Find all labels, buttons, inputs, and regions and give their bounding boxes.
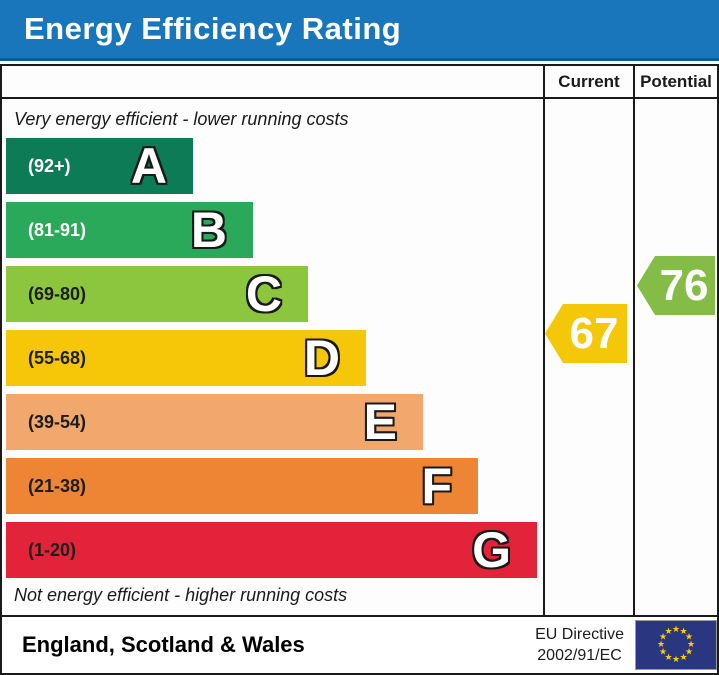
band-row-e: (39-54) E bbox=[6, 394, 537, 450]
svg-text:★: ★ bbox=[659, 633, 667, 643]
band-letter: B bbox=[190, 202, 227, 258]
band-range-label: (55-68) bbox=[28, 347, 87, 368]
band-letter: G bbox=[472, 522, 511, 578]
band-letter: F bbox=[421, 458, 452, 514]
current-rating-arrow: 67 bbox=[545, 304, 627, 363]
band-bar-e: (39-54) E bbox=[6, 394, 423, 450]
band-range-label: (69-80) bbox=[28, 283, 87, 304]
band-bar-c: (69-80) C bbox=[6, 266, 308, 322]
current-rating-value: 67 bbox=[569, 308, 619, 358]
band-range-label: (92+) bbox=[28, 155, 71, 176]
svg-text:★: ★ bbox=[687, 640, 695, 650]
band-range-label: (21-38) bbox=[28, 475, 87, 496]
svg-text:★: ★ bbox=[659, 648, 667, 658]
svg-text:★: ★ bbox=[672, 655, 680, 665]
rating-bands: (92+) A (81-91) B (69-80) C (55-68) D (39-54) E (2… bbox=[6, 138, 537, 586]
page-title: Energy Efficiency Rating bbox=[24, 11, 402, 46]
band-row-g: (1-20) G bbox=[6, 522, 537, 578]
svg-text:★: ★ bbox=[679, 653, 687, 663]
band-letter: D bbox=[303, 330, 340, 386]
band-row-a: (92+) A bbox=[6, 138, 537, 194]
table-body: Very energy efficient - lower running co… bbox=[2, 99, 717, 617]
eu-flag-icon: ★ ★ ★ ★ ★ ★ ★ ★ ★ ★ ★ ★ bbox=[635, 620, 717, 670]
svg-text:★: ★ bbox=[664, 627, 672, 637]
potential-rating-cell: 76 bbox=[633, 99, 717, 615]
band-bar-g: (1-20) G bbox=[6, 522, 537, 578]
band-range-label: (1-20) bbox=[28, 539, 77, 560]
svg-text:★: ★ bbox=[672, 625, 680, 635]
band-letter: E bbox=[363, 394, 397, 450]
band-bar-d: (55-68) D bbox=[6, 330, 366, 386]
band-letter: A bbox=[130, 138, 167, 194]
band-letter: C bbox=[245, 266, 282, 322]
band-bar-b: (81-91) B bbox=[6, 202, 253, 258]
band-row-d: (55-68) D bbox=[6, 330, 537, 386]
svg-text:★: ★ bbox=[664, 653, 672, 663]
svg-text:★: ★ bbox=[657, 640, 665, 650]
bottom-note: Not energy efficient - higher running co… bbox=[14, 585, 348, 605]
chart-title-bar: Energy Efficiency Rating bbox=[0, 0, 719, 61]
svg-text:★: ★ bbox=[679, 627, 687, 637]
rating-table: Current Potential Very energy efficient … bbox=[0, 64, 719, 675]
eu-directive-line1: EU Directive bbox=[535, 626, 624, 643]
svg-text:★: ★ bbox=[685, 648, 693, 658]
scale-column-header bbox=[2, 66, 543, 97]
band-row-f: (21-38) F bbox=[6, 458, 537, 514]
eu-directive-label: EU Directive 2002/91/EC bbox=[535, 624, 624, 666]
rating-scale: Very energy efficient - lower running co… bbox=[2, 99, 543, 615]
band-bar-a: (92+) A bbox=[6, 138, 193, 194]
top-note: Very energy efficient - lower running co… bbox=[14, 109, 349, 129]
table-footer: England, Scotland & Wales EU Directive 2… bbox=[2, 617, 717, 673]
band-bar-f: (21-38) F bbox=[6, 458, 478, 514]
band-row-b: (81-91) B bbox=[6, 202, 537, 258]
svg-text:★: ★ bbox=[685, 633, 693, 643]
table-header-row: Current Potential bbox=[2, 66, 717, 99]
eu-directive-line2: 2002/91/EC bbox=[537, 647, 622, 664]
band-range-label: (39-54) bbox=[28, 411, 87, 432]
potential-rating-value: 76 bbox=[659, 260, 709, 310]
band-range-label: (81-91) bbox=[28, 219, 87, 240]
current-rating-cell: 67 bbox=[543, 99, 633, 615]
region-label: England, Scotland & Wales bbox=[22, 632, 305, 657]
potential-column-header: Potential bbox=[633, 66, 717, 97]
potential-rating-arrow: 76 bbox=[637, 256, 715, 315]
current-column-header: Current bbox=[543, 66, 633, 97]
band-row-c: (69-80) C bbox=[6, 266, 537, 322]
